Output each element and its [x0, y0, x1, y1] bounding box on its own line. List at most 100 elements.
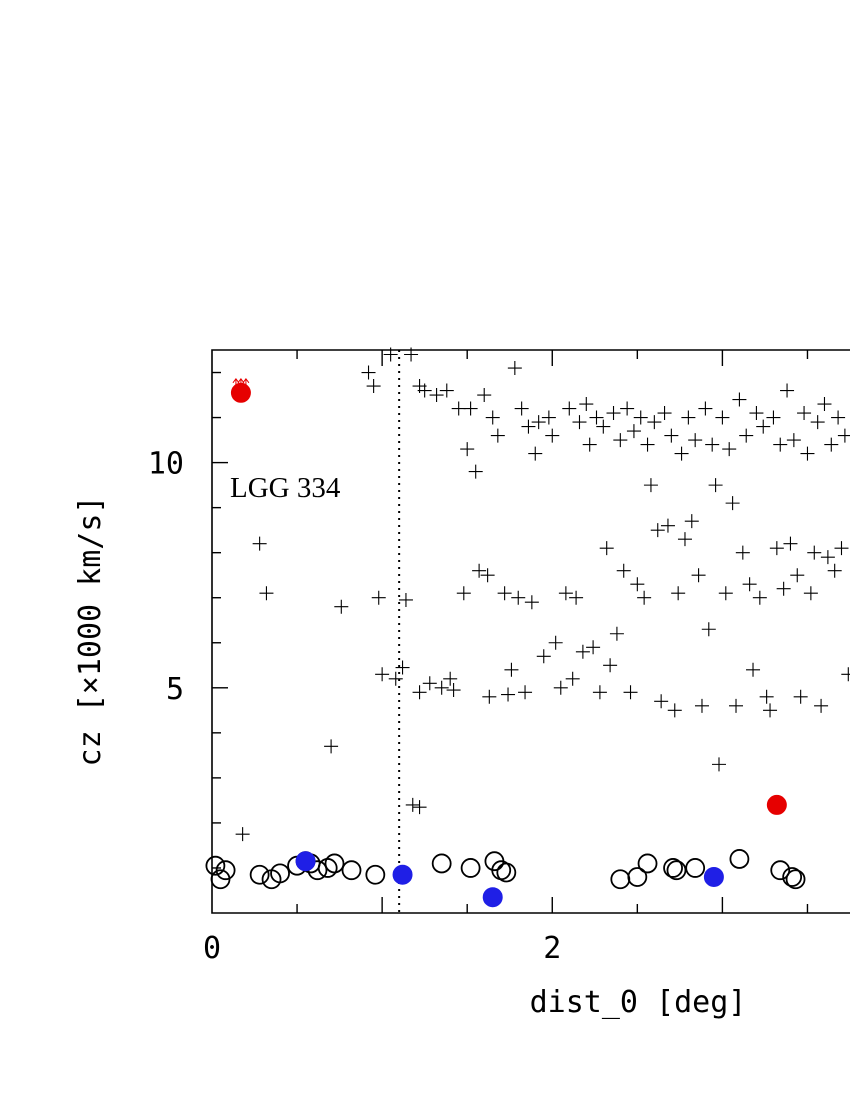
plus-point — [504, 662, 519, 677]
plus-point — [667, 703, 682, 718]
open-circle-point — [729, 849, 750, 869]
plus-point — [361, 365, 376, 380]
plus-point — [388, 671, 403, 686]
plus-point — [603, 658, 618, 673]
plus-point — [841, 667, 850, 682]
plus-point — [711, 757, 726, 772]
plus-point — [511, 590, 526, 605]
plus-point — [674, 446, 689, 461]
plus-point — [375, 667, 390, 682]
open-circle-point — [215, 860, 236, 881]
plus-point — [698, 401, 713, 416]
plus-point — [657, 406, 672, 421]
plus-point — [671, 586, 686, 601]
open-circle-point — [460, 858, 481, 878]
plus-point — [776, 581, 791, 596]
plus-point — [810, 415, 825, 430]
plus-point — [817, 397, 832, 412]
plot-frame — [211, 349, 850, 914]
plus-point — [536, 649, 551, 664]
lower-limit-arrow — [232, 377, 240, 389]
y-axis-title: cz [×1000 km/s] — [73, 496, 108, 767]
plus-point — [691, 568, 706, 583]
plus-point — [766, 410, 781, 425]
plus-point — [742, 577, 757, 592]
plus-point — [773, 437, 788, 452]
plus-point — [837, 428, 850, 443]
plus-point — [797, 406, 812, 421]
open-circle-point — [341, 860, 362, 881]
plus-point — [324, 739, 339, 754]
plus-point — [572, 415, 587, 430]
plus-point — [412, 800, 427, 815]
plus-point — [524, 595, 539, 610]
filled-circle-point — [392, 864, 413, 885]
plus-point — [820, 550, 835, 565]
x-tick-label: 2 — [543, 931, 561, 966]
plus-point — [451, 401, 466, 416]
open-circle-point — [770, 860, 791, 881]
plus-point — [395, 660, 410, 675]
plus-point — [684, 514, 699, 529]
plus-point — [654, 694, 669, 709]
plus-point — [569, 590, 584, 605]
plus-point — [443, 671, 458, 686]
plus-point — [609, 626, 624, 641]
plus-point — [606, 406, 621, 421]
open-circle-point — [249, 864, 270, 885]
open-circle-point — [205, 855, 226, 876]
plus-point — [463, 401, 478, 416]
lower-limit-arrow — [237, 377, 245, 389]
plus-point — [677, 532, 692, 547]
plus-point — [752, 590, 767, 605]
plus-point — [763, 703, 778, 718]
plus-point — [780, 383, 795, 398]
plus-point — [456, 586, 471, 601]
plus-point — [383, 347, 398, 362]
plus-point — [664, 428, 679, 443]
open-circle-point — [663, 858, 683, 878]
plus-point — [575, 644, 590, 659]
plus-point — [790, 568, 805, 583]
plus-point — [366, 379, 381, 394]
filled-circle-point — [295, 851, 316, 872]
plus-point — [334, 599, 349, 614]
plus-point — [480, 568, 495, 583]
plus-point — [439, 383, 454, 398]
annotation-label: LGG 334 — [230, 472, 341, 504]
plus-point — [800, 446, 815, 461]
plus-point — [786, 433, 801, 448]
plus-point — [620, 401, 635, 416]
plus-point — [259, 586, 274, 601]
plus-point — [477, 388, 492, 403]
plus-point — [371, 590, 386, 605]
plus-point — [831, 410, 846, 425]
plus-point — [405, 797, 420, 812]
plus-point — [732, 392, 747, 407]
plus-point — [705, 437, 720, 452]
filled-circle-point — [482, 887, 503, 908]
plus-point — [468, 464, 483, 479]
open-circle-point — [270, 863, 290, 884]
plus-point — [688, 433, 703, 448]
plus-point — [252, 536, 267, 551]
plus-point — [434, 680, 449, 695]
plus-point — [769, 541, 784, 556]
open-circle-point — [324, 853, 345, 874]
plus-point — [633, 410, 648, 425]
open-circle-point — [627, 867, 648, 887]
y-tick-label: 5 — [166, 672, 184, 707]
plus-point — [599, 541, 614, 556]
plus-point — [807, 545, 822, 560]
plus-point — [660, 518, 675, 533]
plus-point — [834, 541, 849, 556]
plus-point — [746, 662, 761, 677]
open-circle-point — [610, 869, 631, 890]
plus-point — [725, 496, 740, 511]
lower-limit-arrow — [242, 377, 250, 389]
plus-point — [729, 698, 744, 713]
plus-point — [446, 683, 461, 698]
plus-point — [582, 437, 597, 452]
plus-point — [640, 437, 655, 452]
